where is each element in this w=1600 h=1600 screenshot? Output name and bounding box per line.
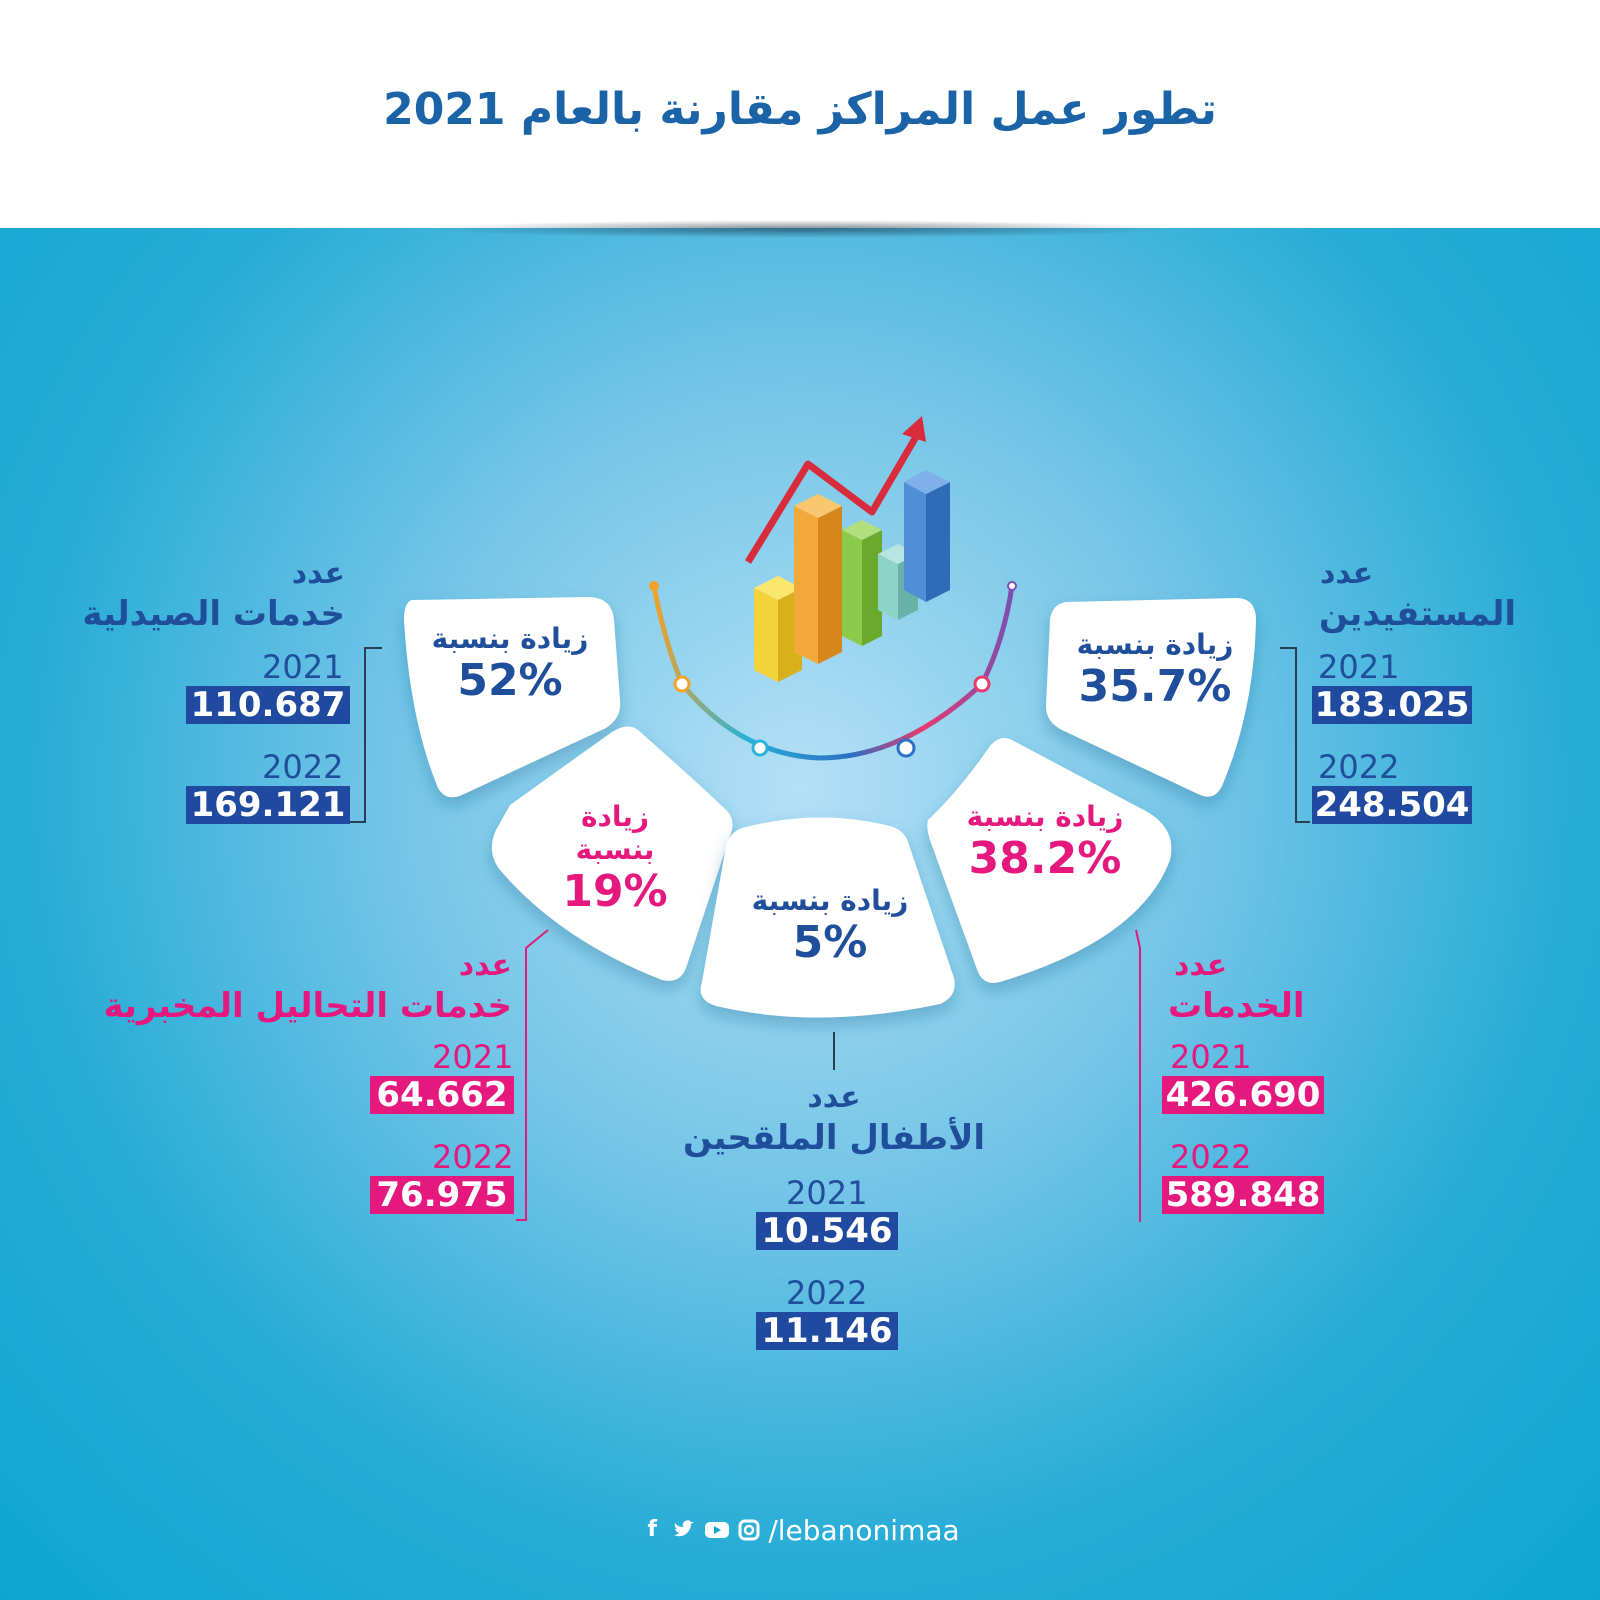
card-label: زيادة بنسبة xyxy=(1076,628,1234,661)
stat-heading-line1: عدد xyxy=(807,1080,861,1115)
stat-vaccinated-heading: عدد الأطفال الملقحين xyxy=(634,1080,1034,1160)
stat-value: 64.662 xyxy=(370,1076,514,1114)
stat-heading-line2: الأطفال الملقحين xyxy=(682,1118,986,1158)
stat-year: 2021 xyxy=(1170,1038,1252,1076)
header: تطور عمل المراكز مقارنة بالعام 2021 xyxy=(0,0,1600,228)
stat-heading-line1: عدد xyxy=(1174,948,1228,983)
card-label: زيادة بنسبة xyxy=(575,800,655,866)
stat-year: 2021 xyxy=(262,648,344,686)
card-percent: 52% xyxy=(457,655,563,706)
social-handle[interactable]: /lebanonimaa xyxy=(768,1513,960,1547)
stat-heading-line2: خدمات الصيدلية xyxy=(82,594,345,634)
card-percent: 5% xyxy=(792,917,868,968)
stat-value: 426.690 xyxy=(1162,1076,1324,1114)
stat-heading-line2: المستفيدين xyxy=(1318,594,1516,634)
youtube-icon[interactable] xyxy=(704,1520,730,1540)
stat-lab-heading: عدد خدمات التحاليل المخبرية xyxy=(104,948,513,1028)
card-pharmacy: زيادة بنسبة 52% xyxy=(430,622,590,706)
stat-value: 248.504 xyxy=(1312,786,1472,824)
social-links: f /lebanonimaa xyxy=(640,1513,960,1547)
header-shadow xyxy=(420,220,1180,238)
card-percent: 38.2% xyxy=(968,833,1122,884)
stat-year: 2022 xyxy=(1318,748,1400,786)
stat-year: 2022 xyxy=(262,748,344,786)
stat-year: 2022 xyxy=(786,1274,868,1312)
stat-heading-line1: عدد xyxy=(458,948,512,983)
instagram-icon[interactable] xyxy=(738,1519,760,1541)
stat-heading-line2: خدمات التحاليل المخبرية xyxy=(103,986,513,1026)
card-label: زيادة بنسبة xyxy=(431,622,589,655)
stat-year: 2021 xyxy=(432,1038,514,1076)
stat-year: 2022 xyxy=(432,1138,514,1176)
stat-heading-line1: عدد xyxy=(291,556,345,591)
twitter-icon[interactable] xyxy=(672,1519,696,1541)
stat-value: 76.975 xyxy=(370,1176,514,1214)
stat-value: 589.848 xyxy=(1162,1176,1324,1214)
stat-heading-line1: عدد xyxy=(1320,556,1374,591)
card-percent: 19% xyxy=(562,866,668,917)
stat-value: 10.546 xyxy=(756,1212,898,1250)
footer: f /lebanonimaa xyxy=(0,1510,1600,1547)
card-services: زيادة بنسبة 38.2% xyxy=(960,800,1130,884)
stat-year: 2022 xyxy=(1170,1138,1252,1176)
page-title: تطور عمل المراكز مقارنة بالعام 2021 xyxy=(383,84,1217,135)
stat-services-heading: عدد الخدمات xyxy=(1168,948,1368,1028)
card-label: زيادة بنسبة xyxy=(966,800,1124,833)
card-percent: 35.7% xyxy=(1078,661,1232,712)
facebook-icon[interactable]: f xyxy=(647,1517,658,1542)
stat-pharmacy-heading: عدد خدمات الصيدلية xyxy=(82,556,345,636)
stat-year: 2021 xyxy=(1318,648,1400,686)
stat-year: 2021 xyxy=(786,1174,868,1212)
stat-beneficiaries-heading: عدد المستفيدين xyxy=(1316,556,1516,636)
card-lab: زيادة بنسبة 19% xyxy=(540,800,690,917)
stat-value: 11.146 xyxy=(756,1312,898,1350)
stat-heading-line2: الخدمات xyxy=(1168,986,1305,1026)
card-vaccinated: زيادة بنسبة 5% xyxy=(750,884,910,968)
card-beneficiaries: زيادة بنسبة 35.7% xyxy=(1070,628,1240,712)
stat-value: 183.025 xyxy=(1312,686,1472,724)
card-label: زيادة بنسبة xyxy=(751,884,909,917)
stat-value: 110.687 xyxy=(186,686,350,724)
stat-value: 169.121 xyxy=(186,786,350,824)
